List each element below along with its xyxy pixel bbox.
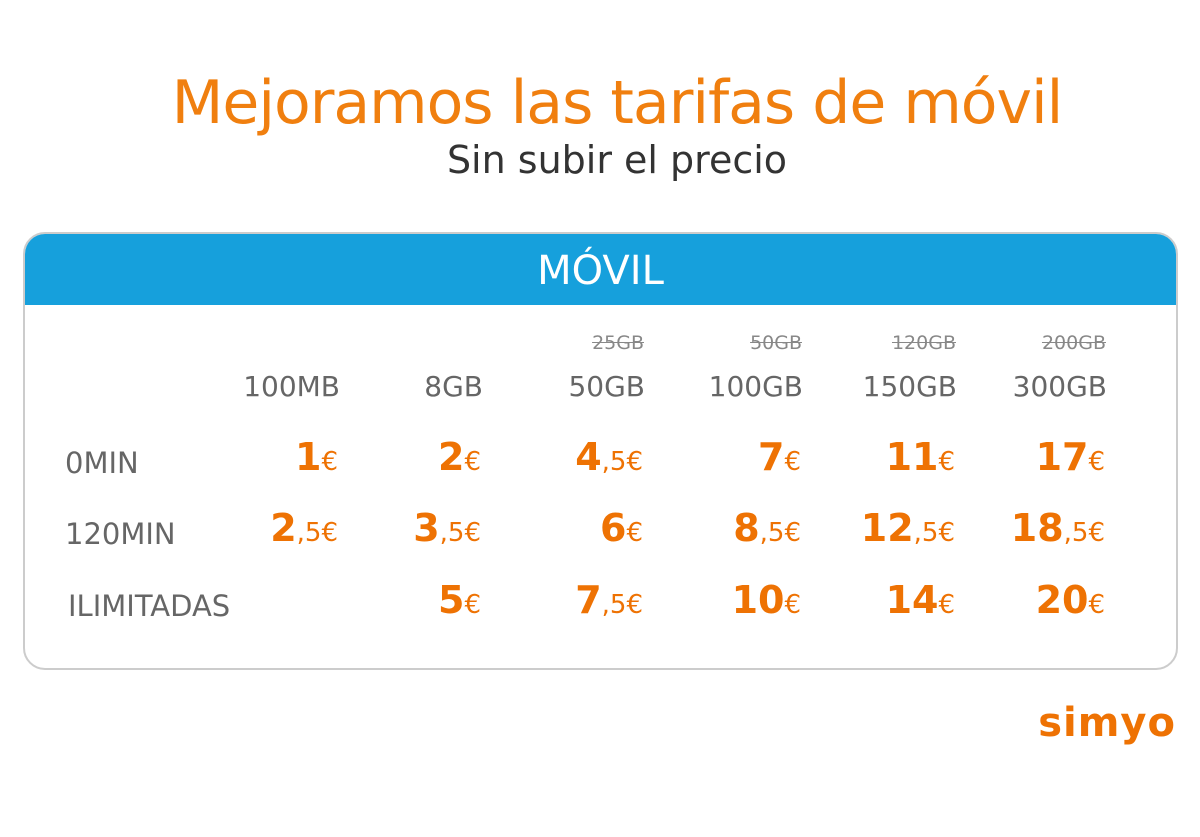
price: 2,5€ bbox=[270, 506, 338, 550]
old-column-header: 25GB bbox=[592, 332, 644, 354]
title: Mejoramos las tarifas de móvil bbox=[171, 68, 1064, 138]
column-header: 100GB bbox=[708, 370, 803, 403]
old-column-header: 200GB bbox=[1041, 332, 1106, 354]
column-header: 8GB bbox=[424, 370, 483, 403]
price: 20€ bbox=[1035, 578, 1105, 622]
price: 4,5€ bbox=[575, 435, 643, 479]
price: 11€ bbox=[885, 435, 955, 479]
column-header: 300GB bbox=[1012, 370, 1107, 403]
row-label: 0MIN bbox=[65, 446, 139, 480]
price: 7,5€ bbox=[575, 578, 643, 622]
logo: simyo bbox=[1038, 700, 1176, 746]
price: 3,5€ bbox=[413, 506, 481, 550]
old-column-header: 50GB bbox=[750, 332, 802, 354]
column-header: 50GB bbox=[568, 370, 645, 403]
price: 18,5€ bbox=[1010, 506, 1105, 550]
price: 14€ bbox=[885, 578, 955, 622]
price-card: MÓVIL bbox=[23, 232, 1178, 670]
price: 8,5€ bbox=[733, 506, 801, 550]
card-header: MÓVIL bbox=[25, 234, 1176, 305]
card-title: MÓVIL bbox=[537, 248, 664, 294]
column-header: 150GB bbox=[862, 370, 957, 403]
old-column-header: 120GB bbox=[891, 332, 956, 354]
price: 10€ bbox=[731, 578, 801, 622]
price: 5€ bbox=[438, 578, 481, 622]
price: 17€ bbox=[1035, 435, 1105, 479]
row-label: ILIMITADAS bbox=[68, 589, 231, 623]
row-label: 120MIN bbox=[65, 517, 176, 551]
price: 6€ bbox=[600, 506, 643, 550]
column-header: 100MB bbox=[243, 370, 340, 403]
price: 12,5€ bbox=[860, 506, 955, 550]
subtitle: Sin subir el precio bbox=[446, 138, 788, 182]
price: 2€ bbox=[438, 435, 481, 479]
price: 7€ bbox=[758, 435, 801, 479]
price: 1€ bbox=[295, 435, 338, 479]
